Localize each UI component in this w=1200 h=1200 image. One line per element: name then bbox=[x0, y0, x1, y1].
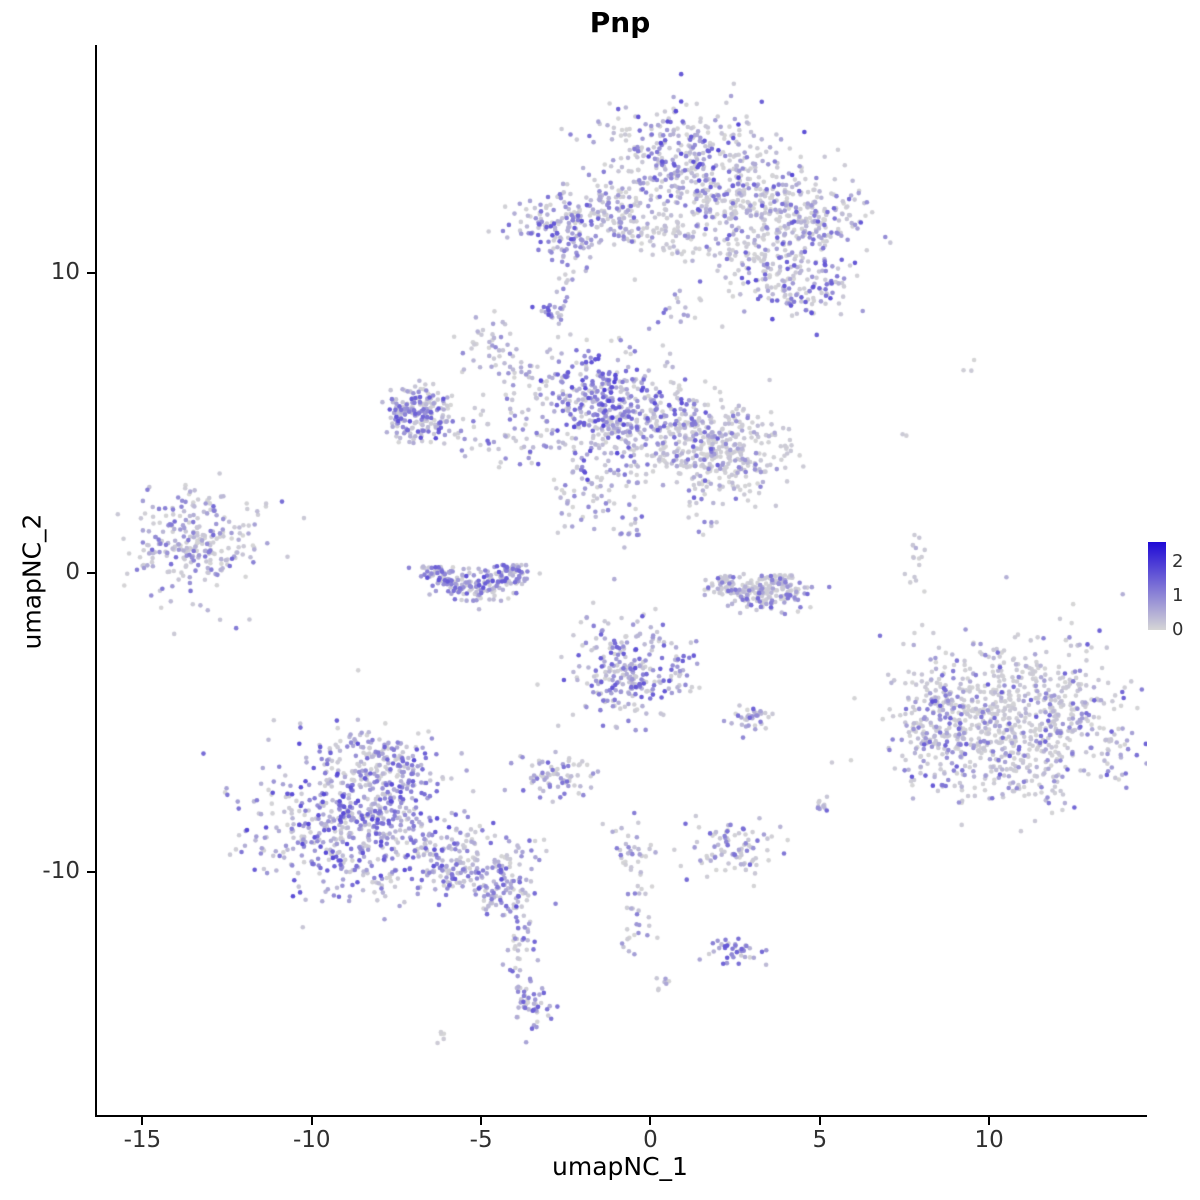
x-tick-mark bbox=[988, 1117, 991, 1125]
y-tick-label: 10 bbox=[50, 258, 80, 285]
y-tick-label: -10 bbox=[42, 858, 80, 885]
x-tick-label: 5 bbox=[812, 1127, 828, 1153]
y-axis-label: umapNC_2 bbox=[17, 513, 47, 650]
colorbar-tick-label: 0 bbox=[1172, 619, 1184, 640]
y-tick-mark bbox=[87, 871, 95, 874]
x-tick-label: -15 bbox=[123, 1127, 162, 1153]
x-tick-mark bbox=[480, 1117, 483, 1125]
umap-scatter-canvas bbox=[97, 45, 1147, 1115]
plot-title: Pnp bbox=[589, 6, 651, 39]
x-tick-mark bbox=[310, 1117, 313, 1125]
y-tick-mark bbox=[87, 571, 95, 574]
x-tick-mark bbox=[141, 1117, 144, 1125]
y-tick-mark bbox=[87, 271, 95, 274]
x-tick-label: 0 bbox=[643, 1127, 658, 1153]
plot-panel bbox=[95, 45, 1147, 1117]
colorbar-gradient bbox=[1148, 542, 1166, 630]
x-tick-mark bbox=[818, 1117, 821, 1125]
x-tick-mark bbox=[649, 1117, 652, 1125]
colorbar-tick-label: 2 bbox=[1172, 551, 1184, 573]
x-tick-label: -5 bbox=[469, 1127, 493, 1153]
x-tick-label: 10 bbox=[974, 1127, 1004, 1153]
colorbar-legend: 2 1 0 bbox=[1148, 542, 1200, 640]
colorbar-tick-label: 1 bbox=[1172, 585, 1184, 607]
x-tick-label: -10 bbox=[292, 1127, 331, 1153]
y-tick-label: 0 bbox=[65, 558, 80, 585]
x-axis-label: umapNC_1 bbox=[552, 1152, 688, 1181]
